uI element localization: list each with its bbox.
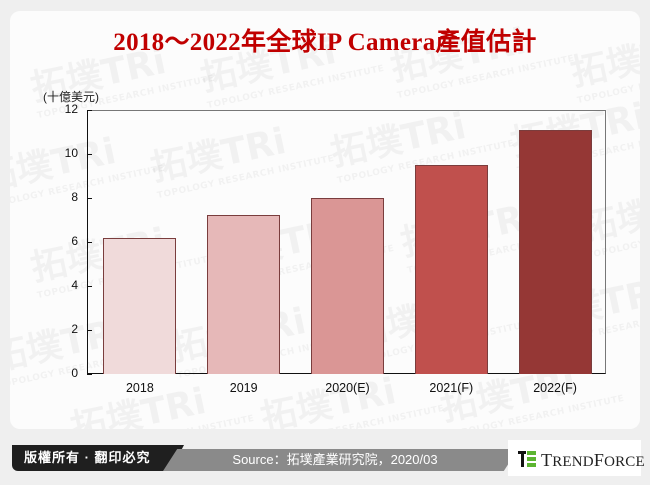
y-axis-unit-label: (十億美元) — [43, 90, 99, 104]
y-tick-label: 8 — [71, 190, 78, 204]
y-tick-mark — [87, 198, 92, 199]
y-tick-label: 2 — [71, 322, 78, 336]
copyright-banner: 版權所有 · 翻印必究 — [12, 445, 184, 471]
chart-title: 2018～2022年全球IP Camera產值估計 — [113, 29, 537, 56]
bar-2021f — [414, 165, 488, 374]
y-tick-mark — [87, 242, 92, 243]
bar-2022f — [518, 129, 592, 374]
x-tick-label: 2018 — [125, 381, 154, 395]
bar-2020e — [311, 198, 384, 374]
y-tick-mark — [87, 154, 92, 155]
y-tick-label: 6 — [71, 234, 78, 248]
y-tick-mark — [87, 286, 92, 287]
y-tick-mark — [87, 374, 92, 375]
trendforce-logo-text: TRENDFORCE — [541, 450, 645, 470]
y-tick-label: 4 — [71, 278, 78, 292]
bar-2018 — [103, 237, 177, 374]
source-text: Source：拓墣產業研究院，2020/03 — [232, 452, 438, 467]
trendforce-logo-icon — [518, 451, 536, 467]
x-tick-label: 2022(F) — [533, 381, 577, 395]
y-tick-label: 10 — [64, 146, 78, 160]
source-banner-bg — [163, 449, 518, 471]
y-tick-label: 0 — [71, 366, 78, 380]
bar-2019 — [207, 214, 281, 374]
y-tick-label: 12 — [64, 102, 78, 116]
y-tick-mark — [87, 110, 92, 111]
trendforce-logo: TRENDFORCE — [508, 440, 645, 476]
x-tick-label: 2021(F) — [429, 381, 474, 395]
x-tick-label: 2020(E) — [325, 381, 370, 395]
y-tick-mark — [87, 330, 92, 331]
x-tick-label: 2019 — [229, 381, 258, 395]
